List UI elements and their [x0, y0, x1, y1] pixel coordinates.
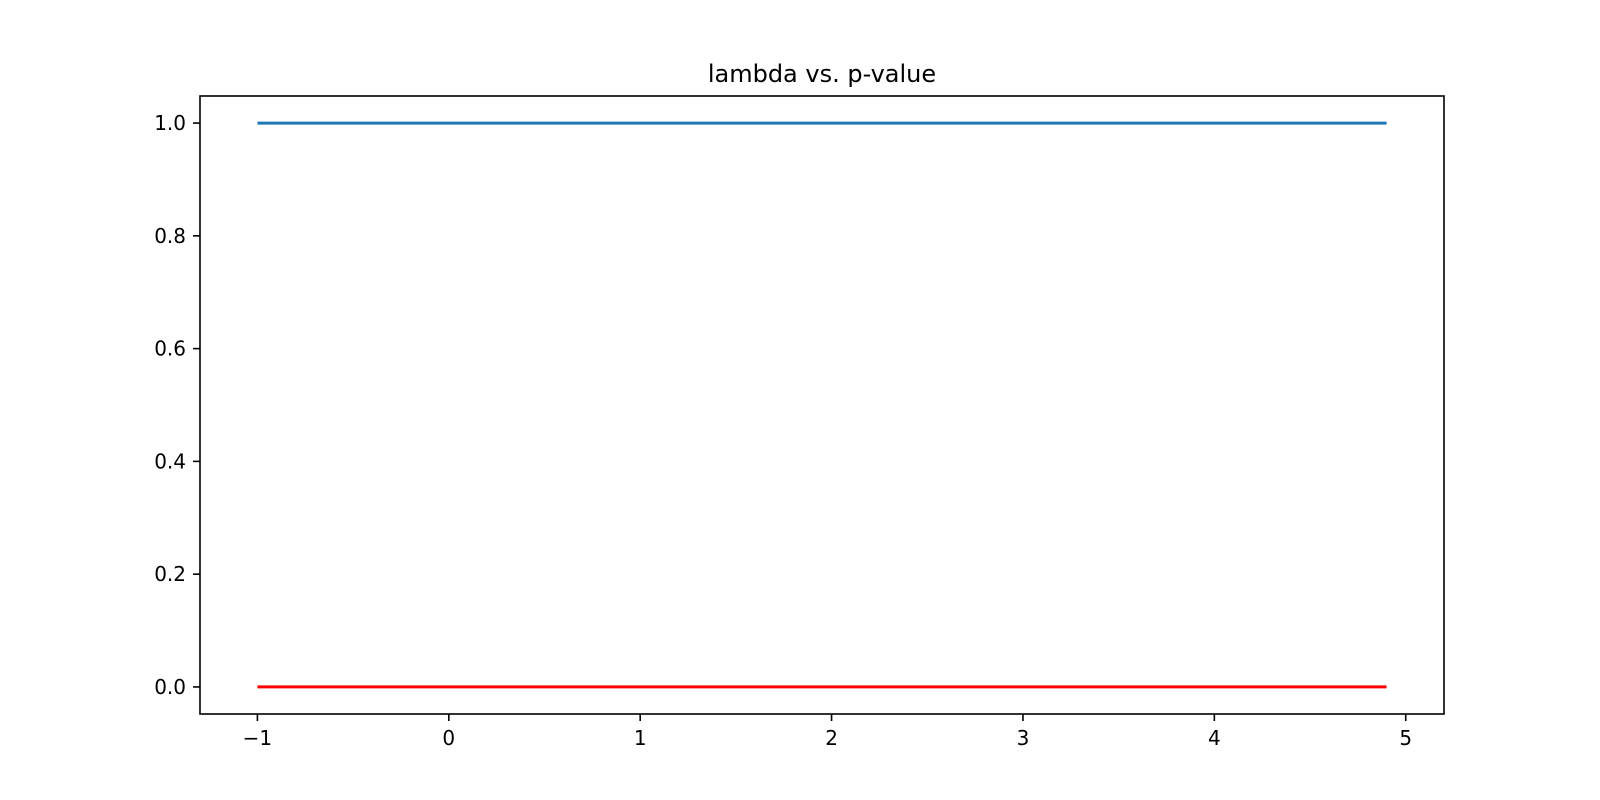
plot-area: [200, 96, 1444, 714]
plot-frame: [199, 95, 1445, 715]
x-tick-label: −1: [243, 726, 272, 750]
y-axis: 0.0 0.2 0.4 0.6 0.8 1.0: [154, 111, 200, 699]
x-tick-label: 5: [1399, 726, 1412, 750]
y-tick-label: 0.0: [154, 675, 186, 699]
chart-title: lambda vs. p-value: [708, 60, 936, 88]
x-tick-label: 3: [1017, 726, 1030, 750]
y-tick-label: 0.4: [154, 449, 186, 473]
y-tick-label: 0.2: [154, 562, 186, 586]
x-tick-label: 4: [1208, 726, 1221, 750]
x-axis: −1 0 1 2 3 4 5: [243, 714, 1412, 750]
x-tick-label: 1: [634, 726, 647, 750]
x-tick-label: 2: [825, 726, 838, 750]
y-tick-label: 0.8: [154, 224, 186, 248]
y-tick-label: 0.6: [154, 337, 186, 361]
series-layer: [257, 121, 1387, 689]
x-tick-label: 0: [442, 726, 455, 750]
y-tick-label: 1.0: [154, 111, 186, 135]
